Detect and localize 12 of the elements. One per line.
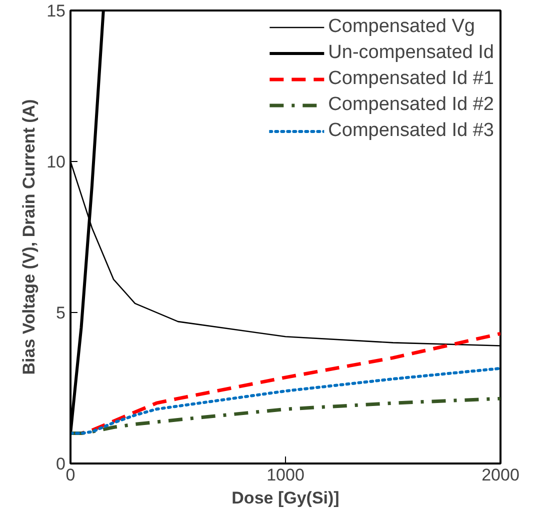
legend-label: Compensated Vg [328, 16, 475, 38]
y-tick-label: 10 [46, 152, 66, 172]
y-axis-title: Bias Voltage (V), Drain Current (A) [20, 99, 39, 375]
legend-label: Un-compensated Id [328, 42, 494, 64]
legend-label: Compensated Id #1 [328, 68, 494, 90]
x-tick-label: 2000 [482, 466, 520, 484]
legend-label: Compensated Id #2 [328, 94, 494, 116]
y-tick-label: 5 [56, 304, 66, 322]
y-tick-label: 15 [46, 2, 66, 20]
x-tick-label: 1000 [266, 466, 304, 484]
legend-label: Compensated Id #3 [328, 120, 494, 142]
x-axis-title: Dose [Gy(Si)] [232, 488, 340, 508]
